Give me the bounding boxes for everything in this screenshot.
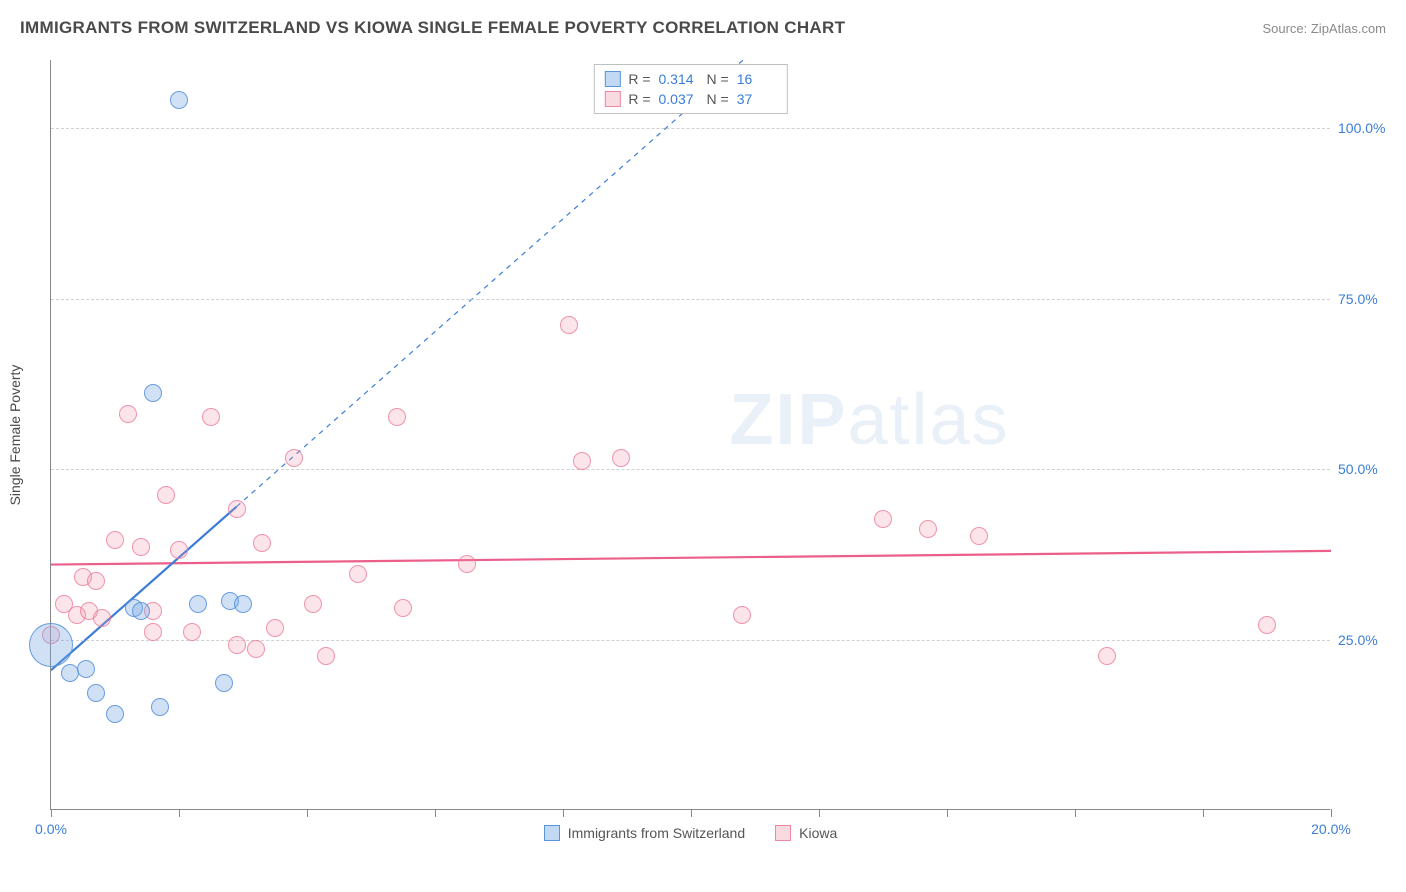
x-tick	[307, 809, 308, 817]
data-point	[247, 640, 265, 658]
data-point	[253, 534, 271, 552]
data-point	[458, 555, 476, 573]
x-tick	[691, 809, 692, 817]
data-point	[183, 623, 201, 641]
y-tick-label: 100.0%	[1338, 120, 1388, 136]
gridline	[51, 128, 1330, 129]
data-point	[394, 599, 412, 617]
series-swatch-blue-icon	[544, 825, 560, 841]
x-tick	[947, 809, 948, 817]
gridline	[51, 299, 1330, 300]
x-tick	[1331, 809, 1332, 817]
data-point	[234, 595, 252, 613]
series-legend-blue: Immigrants from Switzerland	[544, 825, 745, 841]
data-point	[215, 674, 233, 692]
data-point	[189, 595, 207, 613]
data-point	[317, 647, 335, 665]
data-point	[733, 606, 751, 624]
scatter-plot-area: ZIPatlas R = 0.314 N = 16 R = 0.037 N = …	[50, 60, 1330, 810]
trend-lines	[51, 60, 1331, 810]
data-point	[144, 623, 162, 641]
data-point	[202, 408, 220, 426]
y-tick-label: 75.0%	[1338, 291, 1388, 307]
x-tick-label: 0.0%	[35, 821, 67, 837]
data-point	[285, 449, 303, 467]
x-tick	[435, 809, 436, 817]
data-point	[87, 572, 105, 590]
x-tick	[563, 809, 564, 817]
data-point	[170, 91, 188, 109]
data-point	[132, 602, 150, 620]
data-point	[304, 595, 322, 613]
chart-source: Source: ZipAtlas.com	[1262, 21, 1386, 36]
chart-title: IMMIGRANTS FROM SWITZERLAND VS KIOWA SIN…	[20, 18, 845, 38]
y-tick-label: 50.0%	[1338, 461, 1388, 477]
legend-row-pink: R = 0.037 N = 37	[604, 89, 776, 109]
data-point	[560, 316, 578, 334]
series-swatch-pink-icon	[775, 825, 791, 841]
chart-header: IMMIGRANTS FROM SWITZERLAND VS KIOWA SIN…	[20, 18, 1386, 38]
data-point	[151, 698, 169, 716]
series-legend: Immigrants from Switzerland Kiowa	[51, 825, 1330, 841]
data-point	[388, 408, 406, 426]
gridline	[51, 469, 1330, 470]
data-point	[573, 452, 591, 470]
x-tick	[819, 809, 820, 817]
chart-container: Single Female Poverty ZIPatlas R = 0.314…	[50, 60, 1380, 810]
series-legend-pink: Kiowa	[775, 825, 837, 841]
data-point	[144, 384, 162, 402]
data-point	[874, 510, 892, 528]
data-point	[1098, 647, 1116, 665]
data-point	[228, 636, 246, 654]
data-point	[157, 486, 175, 504]
data-point	[77, 660, 95, 678]
data-point	[970, 527, 988, 545]
x-tick	[179, 809, 180, 817]
legend-swatch-pink-icon	[604, 91, 620, 107]
data-point	[170, 541, 188, 559]
watermark: ZIPatlas	[729, 379, 1009, 461]
data-point	[919, 520, 937, 538]
y-axis-label: Single Female Poverty	[7, 365, 23, 506]
data-point	[612, 449, 630, 467]
data-point	[29, 623, 73, 667]
y-tick-label: 25.0%	[1338, 632, 1388, 648]
x-tick	[1075, 809, 1076, 817]
x-tick	[1203, 809, 1204, 817]
legend-swatch-blue-icon	[604, 71, 620, 87]
correlation-legend-box: R = 0.314 N = 16 R = 0.037 N = 37	[593, 64, 787, 114]
data-point	[228, 500, 246, 518]
data-point	[106, 705, 124, 723]
data-point	[1258, 616, 1276, 634]
data-point	[349, 565, 367, 583]
data-point	[132, 538, 150, 556]
data-point	[266, 619, 284, 637]
data-point	[119, 405, 137, 423]
data-point	[87, 684, 105, 702]
data-point	[106, 531, 124, 549]
data-point	[93, 609, 111, 627]
x-tick-label: 20.0%	[1311, 821, 1351, 837]
legend-row-blue: R = 0.314 N = 16	[604, 69, 776, 89]
x-tick	[51, 809, 52, 817]
